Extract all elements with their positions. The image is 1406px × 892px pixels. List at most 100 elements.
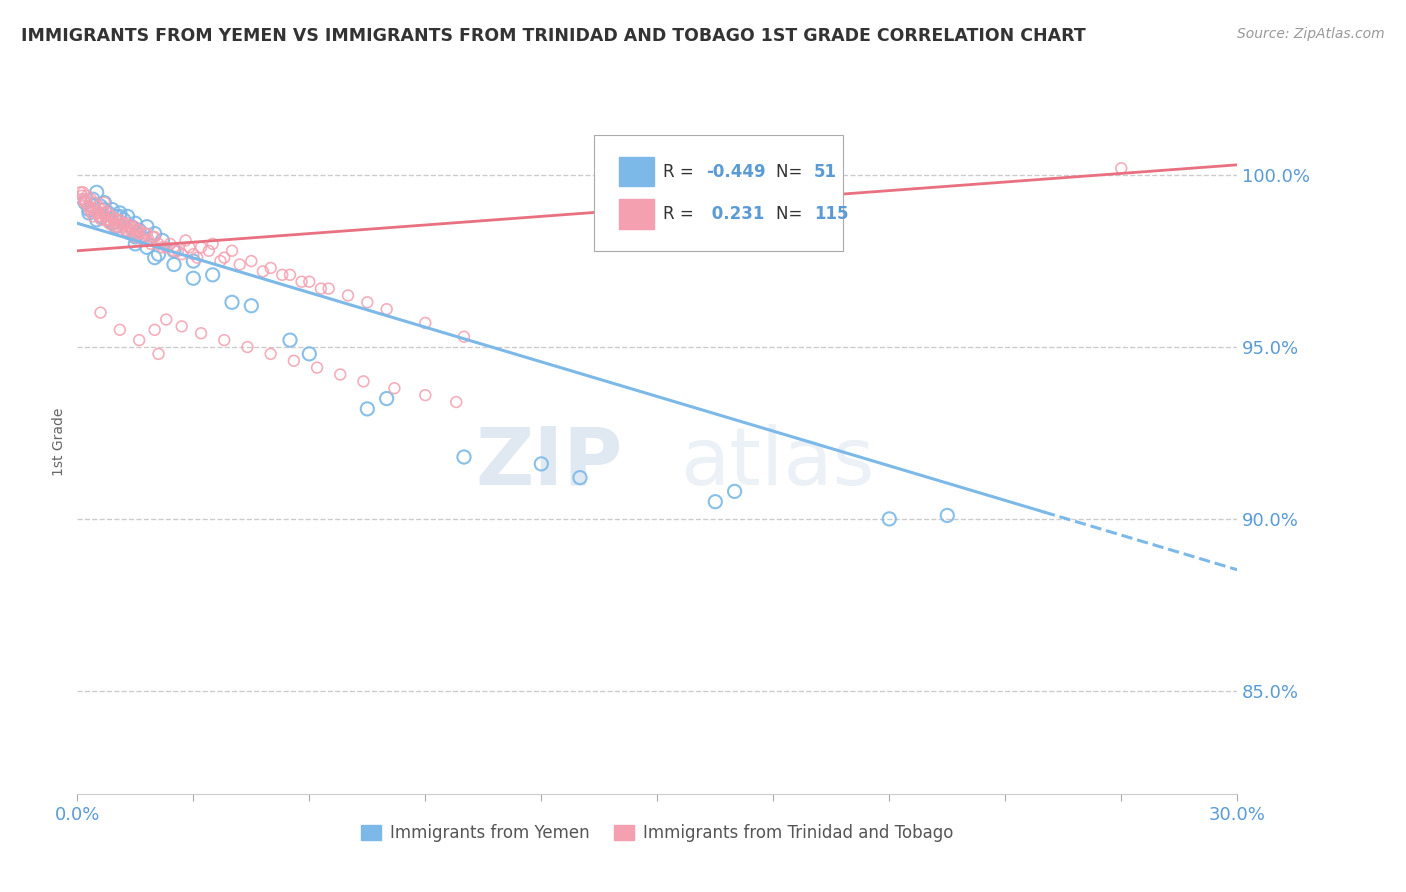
Point (75, 195, 96, 210)
Point (128, 223, 150, 237)
Point (117, 210, 139, 224)
Point (240, 299, 263, 313)
Point (96, 212, 118, 227)
Point (80, 192, 103, 206)
Point (90, 210, 111, 224)
Point (1111, 161, 1133, 176)
Point (298, 347, 321, 361)
Point (124, 236, 146, 251)
Point (329, 368, 352, 382)
Point (103, 219, 125, 234)
Point (122, 227, 145, 241)
Point (143, 251, 166, 265)
Point (209, 254, 232, 268)
Point (104, 216, 127, 230)
Point (108, 212, 131, 227)
Point (86, 186, 108, 200)
Point (135, 240, 157, 254)
Point (108, 323, 131, 337)
Point (80, 206, 103, 220)
Point (190, 326, 212, 341)
Point (105, 210, 127, 224)
Point (129, 230, 152, 244)
Point (93, 195, 115, 210)
Point (143, 230, 166, 244)
Point (120, 223, 142, 237)
Point (82, 202, 104, 217)
Text: N=: N= (776, 205, 807, 223)
Point (101, 210, 124, 224)
Text: 0.231: 0.231 (706, 205, 765, 223)
Point (444, 395, 467, 409)
Point (120, 219, 143, 234)
Point (117, 227, 139, 241)
Point (117, 223, 139, 237)
Point (723, 484, 745, 499)
Point (111, 216, 134, 230)
Point (278, 333, 301, 347)
Point (413, 316, 436, 330)
Text: 115: 115 (814, 205, 848, 223)
Point (77, 202, 100, 217)
Point (163, 258, 186, 272)
Point (101, 202, 124, 217)
Point (108, 210, 131, 224)
Point (259, 260, 281, 275)
Legend: Immigrants from Yemen, Immigrants from Trinidad and Tobago: Immigrants from Yemen, Immigrants from T… (354, 818, 960, 849)
Point (112, 212, 135, 227)
Point (97, 206, 120, 220)
Point (73, 192, 96, 206)
Point (190, 240, 212, 254)
Point (148, 236, 170, 251)
Point (114, 223, 136, 237)
Point (214, 333, 236, 347)
FancyBboxPatch shape (619, 157, 654, 186)
Point (82, 199, 104, 213)
Point (124, 230, 146, 244)
Point (86, 206, 108, 220)
Point (128, 223, 150, 237)
Point (148, 247, 170, 261)
Point (307, 360, 329, 375)
Point (183, 254, 205, 268)
Point (98, 216, 121, 230)
Point (111, 219, 134, 234)
Point (318, 282, 340, 296)
Point (98, 216, 121, 230)
Point (228, 258, 252, 272)
Point (90, 212, 112, 227)
Text: Source: ZipAtlas.com: Source: ZipAtlas.com (1237, 27, 1385, 41)
Point (166, 244, 188, 258)
Point (453, 329, 475, 343)
Point (936, 508, 959, 523)
Point (183, 247, 205, 261)
Point (83, 195, 105, 210)
Point (155, 312, 177, 326)
Point (214, 251, 236, 265)
Point (127, 223, 149, 237)
Point (143, 227, 166, 241)
Point (352, 375, 374, 389)
Point (704, 494, 727, 508)
Text: IMMIGRANTS FROM YEMEN VS IMMIGRANTS FROM TRINIDAD AND TOBAGO 1ST GRADE CORRELATI: IMMIGRANTS FROM YEMEN VS IMMIGRANTS FROM… (21, 27, 1085, 45)
Point (128, 333, 150, 347)
Point (877, 512, 901, 526)
Point (271, 268, 294, 282)
Point (259, 347, 281, 361)
Text: ZIP: ZIP (475, 424, 623, 501)
Point (127, 227, 149, 241)
FancyBboxPatch shape (619, 199, 654, 228)
Text: R =: R = (664, 162, 699, 181)
Point (86, 212, 108, 227)
Point (163, 244, 186, 258)
Point (91, 202, 114, 217)
Point (90, 210, 111, 224)
Point (132, 234, 155, 248)
Point (118, 219, 141, 234)
Point (72, 186, 94, 200)
Point (382, 381, 405, 395)
Point (252, 264, 274, 278)
Point (120, 219, 143, 234)
Point (221, 295, 243, 310)
Point (89, 210, 111, 224)
